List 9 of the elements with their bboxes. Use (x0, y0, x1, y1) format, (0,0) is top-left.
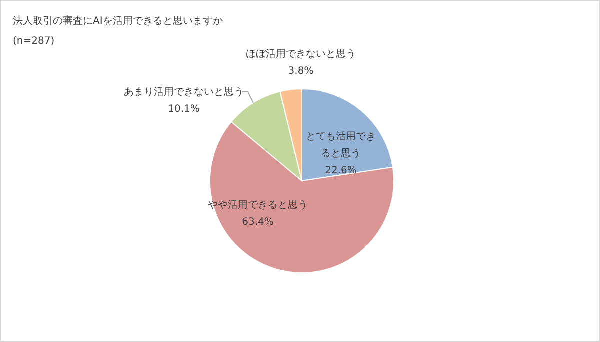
data-label: 10.1% (167, 103, 201, 117)
slice-label: とても活用できると思う (305, 130, 377, 162)
data-label: 22.6% (324, 164, 358, 178)
data-label: 3.8% (287, 65, 315, 79)
slice-label: あまり活用できないと思う (123, 86, 245, 100)
chart-title: 法人取引の審査にAIを活用できると思いますか (13, 14, 223, 28)
data-label: 63.4% (241, 216, 275, 230)
slice-label: ほぼ活用できないと思う (245, 48, 357, 62)
text: (n=287) (13, 36, 55, 47)
